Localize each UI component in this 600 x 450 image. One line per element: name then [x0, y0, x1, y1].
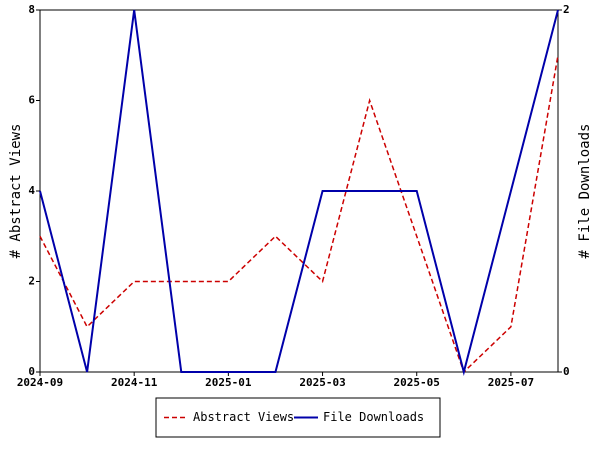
series-line — [39, 55, 559, 374]
y2-axis-label: # File Downloads — [577, 124, 593, 259]
y-tick-label: 4 — [28, 184, 35, 197]
y-tick-label: 6 — [28, 94, 35, 107]
y-tick-label: 8 — [28, 3, 35, 16]
legend-label: Abstract Views — [193, 410, 294, 424]
y2-tick-label: 2 — [563, 3, 570, 16]
legend-label: File Downloads — [323, 410, 424, 424]
y-tick-label: 0 — [28, 365, 35, 378]
y2-tick-label: 0 — [563, 365, 570, 378]
x-tick-label: 2025-05 — [394, 376, 440, 389]
y-tick-label: 2 — [28, 275, 35, 288]
x-tick-label: 2025-07 — [488, 376, 534, 389]
x-tick-label: 2025-01 — [205, 376, 252, 389]
series-line — [39, 9, 559, 376]
x-tick-label: 2025-03 — [299, 376, 345, 389]
x-tick-label: 2024-09 — [17, 376, 63, 389]
y-axis-label: # Abstract Views — [8, 124, 24, 259]
x-tick-label: 2024-11 — [111, 376, 158, 389]
